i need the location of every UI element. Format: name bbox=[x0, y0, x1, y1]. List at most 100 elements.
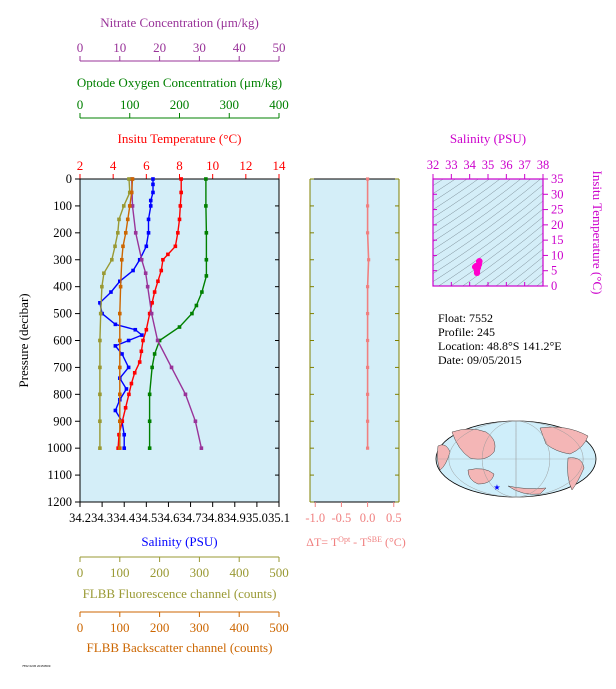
pressure-tick-label: 0 bbox=[66, 172, 72, 186]
temperature-point bbox=[152, 290, 157, 294]
ts-temperature-tick-label: 35 bbox=[551, 172, 564, 186]
delta-t-tick-label: -0.5 bbox=[332, 511, 352, 525]
ts-temperature-axis-title: Insitu Temperature (°C) bbox=[590, 171, 605, 295]
nitrate-axis-title: Nitrate Concentration (μm/kg) bbox=[100, 15, 259, 30]
ts-salinity-tick-label: 33 bbox=[445, 158, 458, 172]
profile-number: Profile: 245 bbox=[438, 325, 495, 339]
nitrate-tick-label: 50 bbox=[273, 40, 286, 55]
salinity-point bbox=[126, 338, 131, 343]
backscatter-point bbox=[123, 231, 128, 235]
backscatter-point bbox=[118, 419, 122, 424]
nitrate-point bbox=[183, 392, 188, 397]
temperature-point bbox=[117, 432, 121, 437]
map-land-south-america bbox=[567, 457, 585, 491]
salinity-tick-label: 35.1 bbox=[268, 511, 290, 525]
oxygen-tick-label: 300 bbox=[220, 97, 240, 112]
fluorescence-tick-label: 100 bbox=[110, 565, 130, 580]
nitrate-point bbox=[143, 271, 148, 276]
temperature-point bbox=[147, 311, 152, 316]
backscatter-point bbox=[118, 392, 122, 397]
salinity-point bbox=[148, 198, 153, 203]
salinity-tick-label: 34.7 bbox=[180, 511, 202, 525]
ts-salinity-tick-label: 34 bbox=[463, 158, 476, 172]
pressure-tick-label: 400 bbox=[53, 280, 72, 294]
oxygen-point bbox=[147, 419, 152, 424]
salinity-tick-label: 34.3 bbox=[91, 511, 113, 525]
ts-salinity-axis-title: Salinity (PSU) bbox=[450, 131, 526, 146]
salinity-point bbox=[151, 190, 155, 195]
ts-temperature-tick-label: 15 bbox=[551, 233, 564, 247]
temperature-tick-label: 10 bbox=[206, 158, 219, 173]
delta-t-point bbox=[365, 365, 370, 370]
fluorescence-tick-label: 0 bbox=[77, 565, 84, 580]
temperature-tick-label: 2 bbox=[77, 158, 84, 173]
backscatter-tick-label: 500 bbox=[269, 620, 289, 635]
ts-salinity-tick-label: 37 bbox=[518, 158, 531, 172]
salinity-point bbox=[126, 365, 131, 370]
nitrate-tick-label: 10 bbox=[113, 40, 126, 55]
salinity-point bbox=[98, 301, 102, 305]
backscatter-point bbox=[119, 257, 124, 262]
temperature-point bbox=[129, 381, 134, 386]
nitrate-point bbox=[149, 311, 154, 316]
backscatter-point bbox=[125, 217, 130, 222]
fluorescence-point bbox=[98, 419, 102, 424]
backscatter-point bbox=[130, 177, 135, 181]
oxygen-point bbox=[200, 290, 204, 294]
delta-t-axis-title-part: Opt bbox=[338, 535, 351, 544]
pressure-tick-label: 1100 bbox=[47, 468, 72, 482]
fluorescence-point bbox=[102, 271, 106, 276]
nitrate-point bbox=[133, 231, 138, 235]
salinity-point bbox=[148, 204, 153, 208]
pressure-tick-label: 200 bbox=[53, 226, 72, 240]
backscatter-profile-line bbox=[119, 178, 134, 449]
salinity-point bbox=[113, 344, 118, 348]
pressure-tick-label: 1200 bbox=[47, 495, 72, 509]
temperature-point bbox=[123, 405, 128, 410]
ts-density-contour bbox=[433, 200, 543, 282]
salinity-point bbox=[122, 446, 127, 450]
salinity-point bbox=[146, 217, 151, 222]
temperature-tick-label: 8 bbox=[176, 158, 183, 173]
ts-density-contour bbox=[462, 224, 543, 286]
nitrate-tick-label: 0 bbox=[77, 40, 84, 55]
delta-t-point bbox=[365, 177, 370, 181]
oxygen-point bbox=[152, 352, 157, 356]
salinity-tick-label: 34.5 bbox=[135, 511, 157, 525]
nitrate-point bbox=[139, 257, 144, 262]
fluorescence-tick-label: 300 bbox=[190, 565, 210, 580]
fluorescence-point bbox=[100, 284, 104, 289]
salinity-axis-title: Salinity (PSU) bbox=[141, 534, 217, 549]
oxygen-point bbox=[150, 365, 154, 370]
oxygen-point bbox=[204, 257, 209, 262]
temperature-point bbox=[177, 217, 182, 222]
ts-density-contour bbox=[473, 232, 543, 286]
delta-t-point bbox=[365, 392, 370, 396]
fluorescence-point bbox=[113, 244, 117, 249]
oxygen-tick-label: 100 bbox=[120, 97, 140, 112]
nitrate-point bbox=[193, 419, 198, 424]
float-id: Float: 7552 bbox=[438, 311, 494, 325]
temperature-point bbox=[141, 338, 145, 343]
salinity-point bbox=[137, 257, 142, 262]
ts-salinity-tick-label: 32 bbox=[427, 158, 440, 172]
fluorescence-point bbox=[116, 231, 120, 235]
pressure-tick-label: 900 bbox=[53, 414, 72, 428]
ts-temperature-tick-label: 10 bbox=[551, 248, 564, 262]
nitrate-point bbox=[130, 204, 135, 208]
nitrate-point bbox=[145, 284, 150, 289]
temperature-point bbox=[139, 349, 144, 354]
fluorescence-point bbox=[98, 338, 102, 343]
temperature-point bbox=[178, 204, 183, 208]
delta-t-point bbox=[365, 231, 370, 235]
temperature-point bbox=[176, 231, 180, 235]
nitrate-tick-label: 30 bbox=[193, 40, 206, 55]
salinity-point bbox=[113, 408, 118, 413]
oxygen-tick-label: 400 bbox=[269, 97, 289, 112]
ts-temperature-tick-label: 0 bbox=[551, 279, 557, 293]
temperature-point bbox=[179, 177, 183, 181]
salinity-tick-label: 34.9 bbox=[224, 511, 246, 525]
nitrate-tick-label: 20 bbox=[153, 40, 166, 55]
fluorescence-point bbox=[98, 446, 102, 450]
